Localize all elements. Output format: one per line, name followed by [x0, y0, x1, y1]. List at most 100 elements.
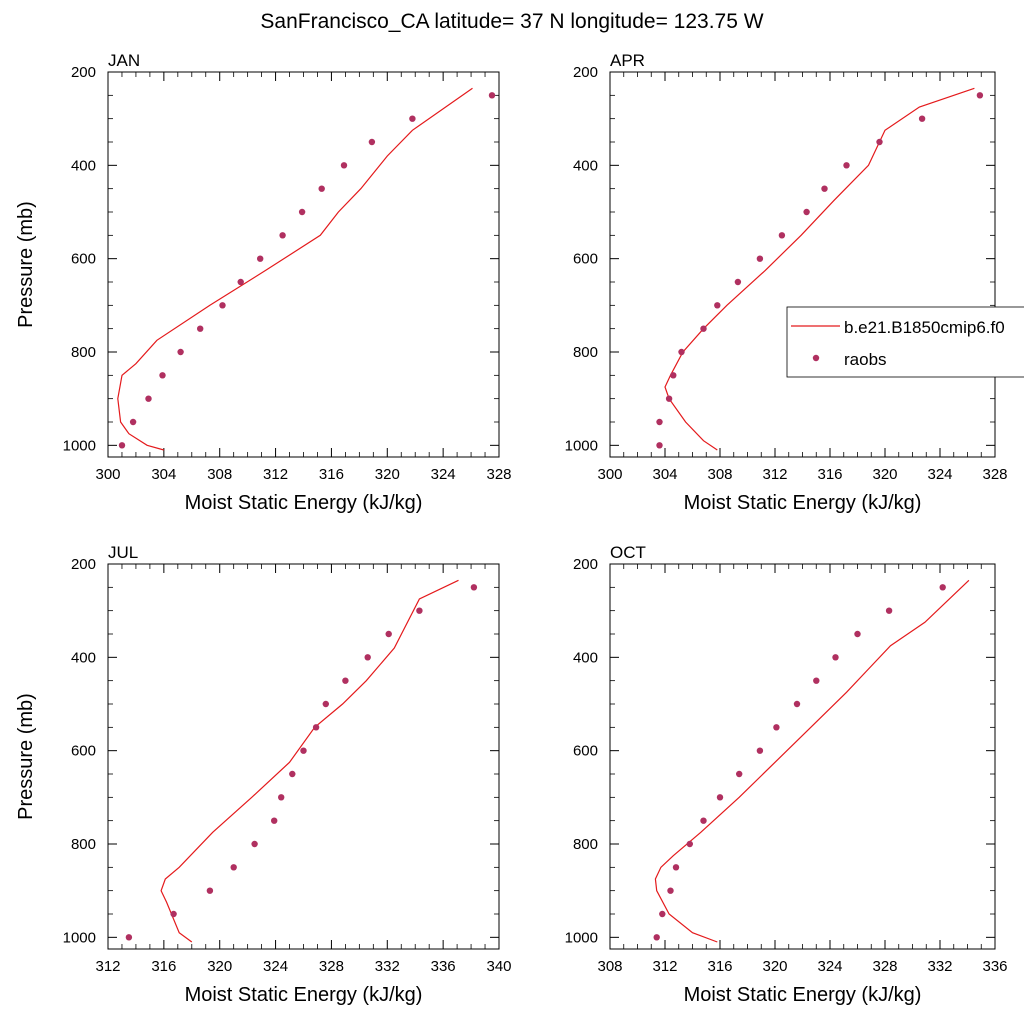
x-tick-label: 328	[982, 466, 1007, 483]
raobs-point	[340, 162, 348, 169]
raobs-point	[939, 584, 946, 591]
x-tick-label: 324	[927, 466, 952, 483]
legend-label-raobs: raobs	[844, 350, 887, 369]
legend-box	[786, 306, 1024, 378]
model-series-line	[117, 87, 473, 451]
raobs-point	[416, 607, 423, 614]
y-tick-label: 200	[71, 556, 96, 573]
y-tick-label: 400	[71, 649, 96, 666]
x-tick-label: 320	[207, 958, 232, 975]
y-tick-label: 800	[573, 836, 598, 853]
raobs-point	[385, 630, 392, 638]
raobs-point	[700, 325, 707, 332]
y-axis-label: Pressure (mb)	[15, 693, 37, 820]
y-tick-label: 200	[71, 64, 96, 81]
raobs-point	[670, 372, 677, 379]
figure-title: SanFrancisco_CA latitude= 37 N longitude…	[260, 10, 763, 33]
x-tick-label: 320	[375, 466, 400, 483]
x-tick-label: 332	[927, 958, 952, 975]
raobs-point	[653, 934, 660, 941]
x-tick-label: 320	[872, 466, 897, 483]
raobs-point	[125, 934, 133, 941]
legend: b.e21.B1850cmip6.f0 raobs	[786, 306, 1024, 378]
raobs-point	[813, 677, 820, 684]
legend-label-model: b.e21.B1850cmip6.f0	[844, 318, 1005, 337]
x-tick-label: 320	[762, 958, 787, 975]
raobs-point	[279, 232, 286, 239]
y-tick-label: 800	[573, 344, 598, 361]
x-tick-label: 312	[762, 466, 787, 483]
x-tick-label: 316	[319, 466, 344, 483]
raobs-point	[251, 840, 258, 848]
raobs-point	[368, 138, 376, 146]
x-tick-label: 324	[263, 958, 288, 975]
raobs-point	[736, 770, 743, 778]
panel-jul: 312 316 320 324 328 332 336 340 200 400 600 800 1000…	[15, 543, 512, 1006]
raobs-point	[778, 232, 786, 239]
raobs-point	[656, 442, 663, 449]
y-tick-label: 800	[71, 836, 96, 853]
y-tick-label: 400	[573, 649, 598, 666]
raobs-point	[832, 654, 839, 661]
raobs-point	[700, 817, 707, 824]
raobs-point	[322, 700, 329, 708]
raobs-point	[342, 677, 349, 684]
raobs-point	[667, 887, 674, 894]
raobs-point	[300, 747, 307, 754]
raobs-point	[298, 208, 306, 216]
raobs-point	[409, 115, 416, 122]
raobs-point	[289, 770, 296, 778]
x-tick-label: 304	[151, 466, 176, 483]
raobs-point	[773, 724, 780, 731]
y-tick-label: 200	[573, 556, 598, 573]
y-tick-label: 600	[71, 251, 96, 268]
raobs-point	[278, 794, 285, 801]
raobs-point	[129, 418, 137, 426]
x-tick-label: 316	[707, 958, 732, 975]
raobs-point	[716, 794, 724, 801]
panel-title: JAN	[108, 51, 140, 70]
panel-title: OCT	[610, 543, 646, 562]
raobs-point	[271, 817, 278, 824]
raobs-point	[470, 584, 478, 591]
raobs-point	[206, 887, 214, 894]
x-tick-label: 300	[597, 466, 622, 483]
y-tick-label: 400	[71, 157, 96, 174]
model-series-line	[664, 87, 975, 451]
x-axis-label: Moist Static Energy (kJ/kg)	[684, 492, 922, 514]
panel-oct: 308 312 316 320 324 328 332 336 200 400 600 800 1000…	[565, 543, 1008, 1006]
y-tick-label: 1000	[63, 929, 96, 946]
legend-marker-swatch	[812, 354, 820, 362]
raobs-point	[678, 348, 685, 356]
raobs-point	[803, 208, 810, 216]
raobs-point	[686, 840, 693, 848]
raobs-point	[312, 724, 320, 731]
raobs-point	[665, 395, 673, 402]
x-tick-label: 308	[207, 466, 232, 483]
raobs-point	[219, 302, 226, 309]
x-tick-label: 308	[597, 958, 622, 975]
x-tick-label: 336	[982, 958, 1007, 975]
raobs-point	[918, 115, 926, 122]
x-tick-label: 328	[319, 958, 344, 975]
raobs-point	[854, 630, 861, 638]
y-tick-label: 600	[573, 743, 598, 760]
raobs-point	[318, 185, 325, 192]
y-axis-label: Pressure (mb)	[15, 201, 37, 328]
x-tick-label: 312	[263, 466, 288, 483]
x-tick-label: 336	[431, 958, 456, 975]
x-tick-label: 328	[872, 958, 897, 975]
y-tick-label: 400	[573, 157, 598, 174]
panel-title: APR	[610, 51, 645, 70]
x-tick-label: 312	[95, 958, 120, 975]
x-tick-label: 308	[707, 466, 732, 483]
x-tick-label: 340	[486, 958, 511, 975]
raobs-point	[843, 162, 850, 169]
x-tick-label: 316	[817, 466, 842, 483]
raobs-point	[656, 418, 663, 426]
x-tick-label: 316	[151, 958, 176, 975]
y-tick-label: 1000	[565, 929, 598, 946]
raobs-point	[756, 255, 764, 262]
x-axis-label: Moist Static Energy (kJ/kg)	[185, 984, 423, 1006]
